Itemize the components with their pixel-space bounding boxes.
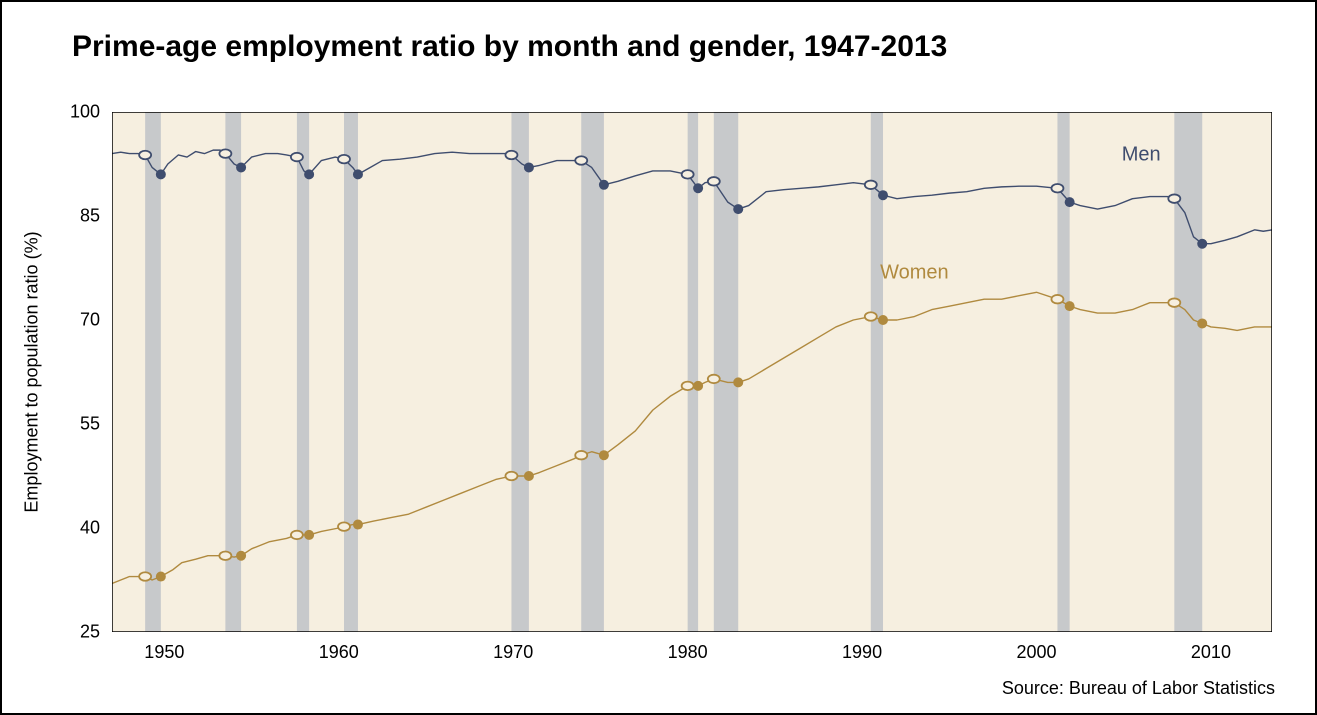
peak-marker [139,572,151,581]
y-tick-label: 55 [80,414,100,435]
trough-marker [156,572,166,582]
chart-svg: Men Women [112,112,1272,632]
source-caption: Source: Bureau of Labor Statistics [1002,678,1275,699]
recession-band [297,112,309,632]
peak-marker [139,151,151,160]
peak-marker [291,531,303,540]
x-tick-label: 1980 [668,642,708,663]
trough-marker [236,551,246,561]
y-tick-label: 40 [80,518,100,539]
peak-marker [1168,298,1180,307]
trough-marker [1065,301,1075,311]
trough-marker [353,520,363,530]
peak-marker [338,155,350,164]
recession-band [714,112,738,632]
trough-marker [733,377,743,387]
chart-title: Prime-age employment ratio by month and … [72,30,947,64]
trough-marker [524,162,534,172]
recession-band [511,112,528,632]
y-tick-label: 85 [80,206,100,227]
trough-marker [1197,318,1207,328]
x-tick-label: 1970 [493,642,533,663]
peak-marker [1168,194,1180,203]
peak-marker [505,472,517,481]
peak-marker [1051,184,1063,193]
recession-band [581,112,604,632]
series-label-men: Men [1122,144,1161,166]
peak-marker [338,522,350,531]
recession-band [1174,112,1202,632]
trough-marker [156,169,166,179]
plot-area: 2540557085100195019601970198019902000201… [112,112,1272,632]
y-axis-label: Employment to population ratio (%) [22,231,43,512]
x-tick-label: 1950 [144,642,184,663]
trough-marker [236,162,246,172]
peak-marker [865,312,877,321]
y-tick-label: 25 [80,622,100,643]
trough-marker [304,530,314,540]
peak-marker [1051,295,1063,304]
peak-marker [865,181,877,190]
chart-frame: Prime-age employment ratio by month and … [0,0,1317,715]
trough-marker [1197,239,1207,249]
recession-band [344,112,358,632]
trough-marker [524,471,534,481]
peak-marker [682,170,694,179]
trough-marker [693,381,703,391]
peak-marker [291,153,303,162]
trough-marker [693,183,703,193]
trough-marker [599,450,609,460]
trough-marker [304,169,314,179]
x-tick-label: 2010 [1191,642,1231,663]
trough-marker [353,169,363,179]
trough-marker [878,315,888,325]
x-tick-label: 2000 [1016,642,1056,663]
trough-marker [733,204,743,214]
trough-marker [1065,197,1075,207]
x-tick-label: 1990 [842,642,882,663]
trough-marker [599,180,609,190]
peak-marker [682,382,694,391]
peak-marker [505,151,517,160]
peak-marker [575,156,587,165]
y-tick-label: 70 [80,310,100,331]
peak-marker [708,177,720,186]
y-tick-label: 100 [70,102,100,123]
peak-marker [708,375,720,384]
peak-marker [219,551,231,560]
series-label-women: Women [880,261,949,283]
peak-marker [219,149,231,158]
peak-marker [575,451,587,460]
trough-marker [878,190,888,200]
recession-band [145,112,161,632]
x-tick-label: 1960 [319,642,359,663]
